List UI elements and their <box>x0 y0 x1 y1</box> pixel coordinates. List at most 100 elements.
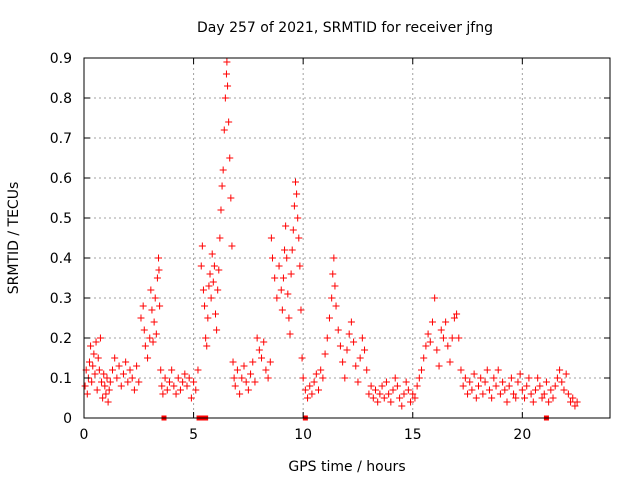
data-point <box>101 382 109 390</box>
data-point <box>149 338 157 346</box>
data-point <box>281 246 289 254</box>
data-point <box>128 374 136 382</box>
data-point <box>159 390 167 398</box>
y-tick-label: 0.1 <box>50 371 72 387</box>
data-point <box>147 286 155 294</box>
y-tick-label: 0.7 <box>50 131 72 147</box>
data-point <box>461 374 469 382</box>
data-point <box>95 366 103 374</box>
data-point <box>225 118 233 126</box>
data-point <box>94 354 102 362</box>
data-point <box>448 334 456 342</box>
data-point <box>315 386 323 394</box>
data-point <box>339 358 347 366</box>
data-point <box>83 390 91 398</box>
data-point <box>367 382 375 390</box>
data-point <box>347 318 355 326</box>
data-point <box>505 382 513 390</box>
data-point <box>268 254 276 262</box>
data-point <box>527 390 535 398</box>
data-point <box>453 310 461 318</box>
data-point <box>437 326 445 334</box>
data-point <box>431 294 439 302</box>
data-point <box>426 338 434 346</box>
x-tick-label: 5 <box>189 427 198 443</box>
data-point <box>521 394 529 402</box>
data-point <box>512 394 520 402</box>
data-point <box>415 374 423 382</box>
data-point <box>253 334 261 342</box>
data-point <box>230 374 238 382</box>
data-point <box>483 366 491 374</box>
data-point <box>481 378 489 386</box>
data-point <box>516 370 524 378</box>
data-point <box>201 302 209 310</box>
data-point <box>510 390 518 398</box>
data-point <box>499 378 507 386</box>
data-point <box>466 378 474 386</box>
data-point <box>556 366 564 374</box>
data-point <box>297 306 305 314</box>
plot-frame <box>83 57 611 419</box>
data-point <box>105 386 113 394</box>
data-point <box>113 374 121 382</box>
data-point <box>358 334 366 342</box>
data-point <box>413 382 421 390</box>
data-point <box>284 290 292 298</box>
data-point <box>494 366 502 374</box>
data-point <box>523 382 531 390</box>
data-point <box>529 398 537 406</box>
data-point <box>298 354 306 362</box>
data-point <box>496 390 504 398</box>
data-point <box>119 370 127 378</box>
x-axis-label: GPS time / hours <box>288 459 405 475</box>
data-point <box>560 386 568 394</box>
data-point <box>161 374 169 382</box>
data-point <box>301 386 309 394</box>
data-point <box>540 390 548 398</box>
y-tick-label: 0.9 <box>50 51 72 67</box>
data-point <box>345 330 353 338</box>
data-point <box>264 374 272 382</box>
data-point <box>88 378 96 386</box>
data-point <box>371 386 379 394</box>
data-point <box>224 82 232 90</box>
data-point <box>428 318 436 326</box>
data-point <box>98 378 106 386</box>
data-point <box>262 366 270 374</box>
data-point <box>130 386 138 394</box>
data-point <box>393 382 401 390</box>
data-point <box>283 254 291 262</box>
data-point <box>100 370 108 378</box>
data-point <box>534 374 542 382</box>
data-point <box>199 286 207 294</box>
data-point <box>103 374 111 382</box>
data-point <box>411 394 419 402</box>
data-point <box>400 390 408 398</box>
data-point <box>363 366 371 374</box>
data-point <box>308 390 316 398</box>
data-point <box>240 362 248 370</box>
x-tick-label: 10 <box>294 427 312 443</box>
data-point <box>81 382 89 390</box>
data-point <box>310 378 318 386</box>
data-point <box>562 370 570 378</box>
data-point <box>153 274 161 282</box>
data-point <box>212 310 219 318</box>
data-point <box>183 382 191 390</box>
data-point <box>334 326 342 334</box>
data-point <box>472 394 480 402</box>
data-point <box>227 194 235 202</box>
chart-title: Day 257 of 2021, SRMTID for receiver jfn… <box>197 20 493 36</box>
data-point <box>435 362 443 370</box>
data-point <box>387 398 395 406</box>
data-point <box>163 386 171 394</box>
data-point <box>155 254 163 262</box>
data-point <box>538 394 546 402</box>
data-point <box>385 390 393 398</box>
data-point <box>564 390 572 398</box>
data-point <box>158 382 166 390</box>
data-point <box>418 366 426 374</box>
